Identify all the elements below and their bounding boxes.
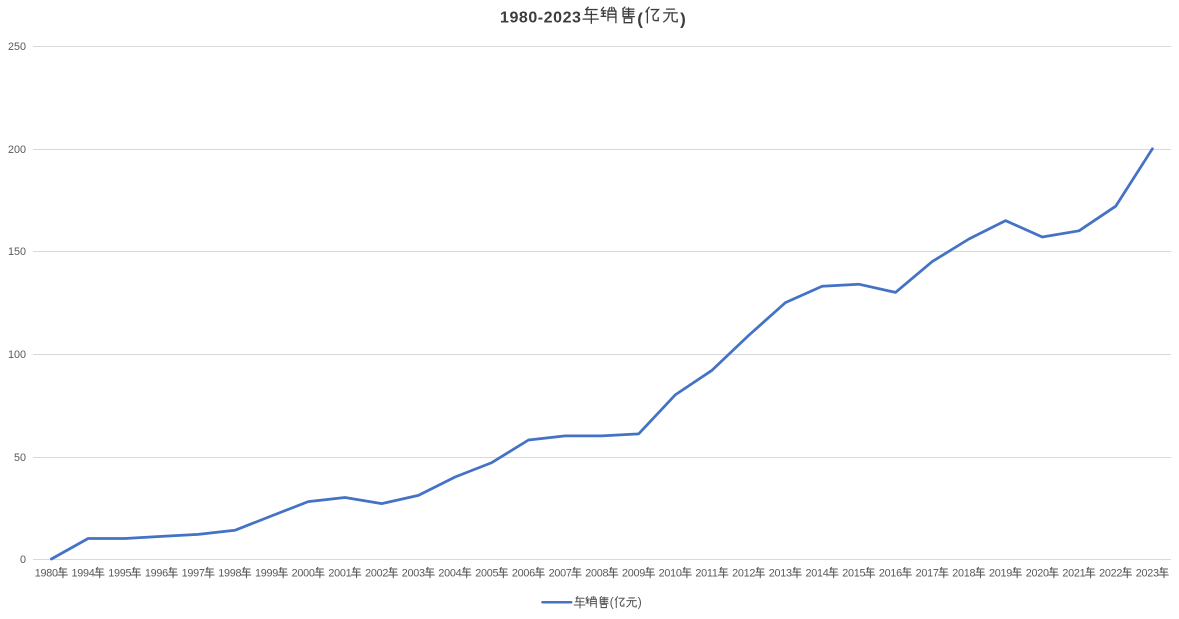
svg-text:2011: 2011 <box>695 567 717 579</box>
svg-text:2009: 2009 <box>622 567 645 579</box>
svg-text:2016: 2016 <box>879 567 902 579</box>
svg-text:2022: 2022 <box>1099 567 1122 579</box>
svg-text:1997: 1997 <box>182 567 205 579</box>
svg-text:150: 150 <box>8 246 26 258</box>
svg-text:2005: 2005 <box>475 567 498 579</box>
svg-text:): ) <box>680 9 686 28</box>
svg-text:2015: 2015 <box>842 567 865 579</box>
svg-text:2007: 2007 <box>549 567 572 579</box>
svg-text:2012: 2012 <box>732 567 755 579</box>
svg-text:100: 100 <box>8 349 26 361</box>
svg-text:2010: 2010 <box>659 567 682 579</box>
svg-text:2023: 2023 <box>1136 567 1159 579</box>
svg-text:2020: 2020 <box>1026 567 1049 579</box>
svg-text:200: 200 <box>8 144 26 156</box>
svg-text:2017: 2017 <box>916 567 939 579</box>
svg-text:2001: 2001 <box>328 567 351 579</box>
svg-text:2018: 2018 <box>952 567 975 579</box>
svg-text:1996: 1996 <box>145 567 168 579</box>
svg-text:1998: 1998 <box>218 567 241 579</box>
svg-text:2002: 2002 <box>365 567 388 579</box>
svg-text:2003: 2003 <box>402 567 425 579</box>
svg-text:250: 250 <box>8 41 26 53</box>
svg-text:2019: 2019 <box>989 567 1012 579</box>
svg-text:2000: 2000 <box>292 567 315 579</box>
svg-text:2013: 2013 <box>769 567 792 579</box>
svg-text:1999: 1999 <box>255 567 278 579</box>
svg-text:50: 50 <box>14 452 26 464</box>
svg-text:1995: 1995 <box>108 567 131 579</box>
svg-text:): ) <box>638 596 642 610</box>
svg-text:2004: 2004 <box>438 567 461 579</box>
svg-text:1980: 1980 <box>35 567 58 579</box>
svg-text:(: ( <box>637 9 643 28</box>
svg-text:2014: 2014 <box>806 567 829 579</box>
svg-text:(: ( <box>610 596 615 610</box>
svg-text:2008: 2008 <box>585 567 608 579</box>
svg-text:0: 0 <box>20 554 26 566</box>
svg-text:2021: 2021 <box>1062 567 1085 579</box>
svg-text:2006: 2006 <box>512 567 535 579</box>
svg-text:1994: 1994 <box>72 567 95 579</box>
svg-text:1980-2023: 1980-2023 <box>500 9 581 26</box>
